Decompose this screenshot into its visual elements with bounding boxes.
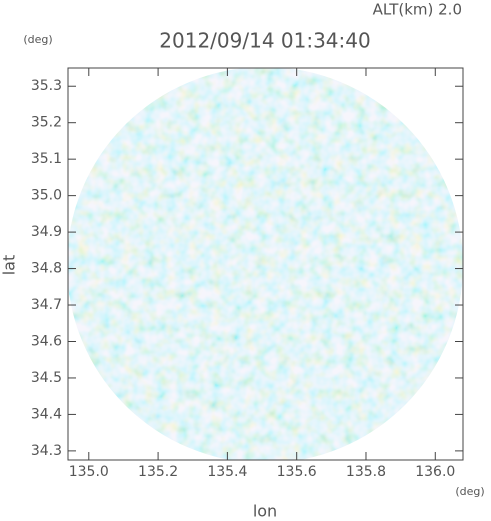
chart-title: 2012/09/14 01:34:40 — [159, 29, 370, 53]
x-tick-label: 135.6 — [277, 464, 317, 480]
y-tick-label: 34.8 — [31, 261, 62, 277]
y-tick-label: 34.3 — [31, 443, 62, 459]
y-tick-label: 34.5 — [31, 370, 62, 386]
x-axis-label: lon — [253, 502, 277, 521]
plot-frame — [67, 67, 464, 461]
y-tick-label: 35.3 — [31, 78, 62, 94]
y-tick-label: 34.9 — [31, 224, 62, 240]
y-tick-label: 34.4 — [31, 406, 62, 422]
y-tick-label: 35.2 — [31, 115, 62, 131]
radar-texture — [68, 68, 463, 460]
x-tick-label: 135.8 — [346, 464, 386, 480]
y-axis-label: lat — [0, 255, 19, 276]
x-tick-label: 135.0 — [69, 464, 109, 480]
x-tick-label: 136.0 — [415, 464, 455, 480]
radar-field — [68, 68, 463, 460]
y-unit: (deg) — [23, 33, 52, 46]
x-tick-label: 135.4 — [207, 464, 247, 480]
x-unit: (deg) — [455, 485, 484, 498]
y-tick-label: 35.0 — [31, 188, 62, 204]
subtitle: ALT(km) 2.0 — [373, 1, 462, 19]
y-tick-label: 34.6 — [31, 333, 62, 349]
y-tick-label: 35.1 — [31, 151, 62, 167]
x-tick-label: 135.2 — [138, 464, 178, 480]
y-tick-label: 34.7 — [31, 297, 62, 313]
